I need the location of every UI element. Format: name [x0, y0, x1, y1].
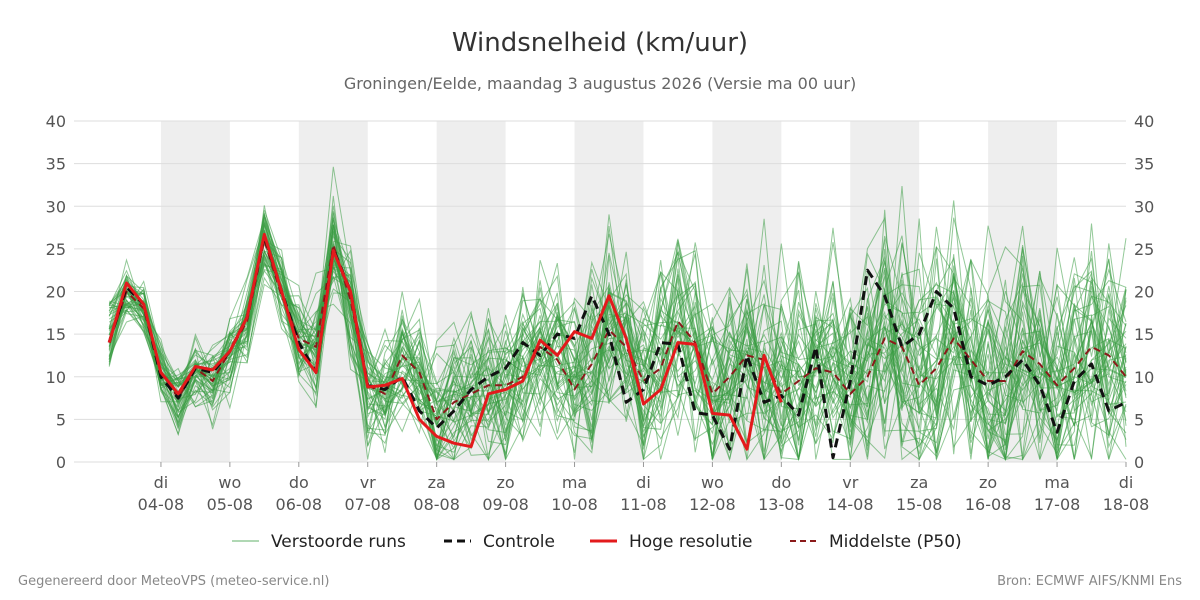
x-tick-date: 15-08	[896, 495, 943, 514]
y-tick-label-right: 25	[1134, 240, 1154, 259]
x-tick-day: wo	[218, 473, 241, 492]
x-tick-date: 09-08	[482, 495, 529, 514]
x-tick-day: di	[1119, 473, 1134, 492]
y-tick-label-right: 35	[1134, 155, 1154, 174]
y-tick-label-left: 5	[56, 410, 66, 429]
x-tick-day: zo	[979, 473, 997, 492]
y-tick-label-left: 35	[46, 155, 66, 174]
main-series	[107, 232, 1127, 460]
x-tick-date: 13-08	[758, 495, 805, 514]
x-tick-date: 06-08	[276, 495, 323, 514]
x-axis: di 04-08 wo 05-08 do 06-08 vr 07-08 za 08-08 zo 09-…	[138, 462, 1150, 514]
x-tick-date: 04-08	[138, 495, 185, 514]
y-tick-label-left: 30	[46, 197, 66, 216]
y-tick-label-left: 40	[46, 112, 66, 131]
x-tick-date: 18-08	[1103, 495, 1150, 514]
hoge-resolutie-line	[107, 232, 783, 451]
x-tick-day: ma	[562, 473, 587, 492]
x-tick-day: za	[428, 473, 446, 492]
x-tick-date: 07-08	[344, 495, 391, 514]
legend-label-p50: Middelste (P50)	[829, 532, 962, 552]
legend-label-ensemble: Verstoorde runs	[271, 532, 406, 552]
y-tick-label-right: 0	[1134, 453, 1144, 472]
x-tick-date: 08-08	[413, 495, 460, 514]
x-tick-day: wo	[701, 473, 724, 492]
y-tick-label-right: 15	[1134, 325, 1154, 344]
controle-line	[107, 234, 1127, 460]
y-axis-left: 0 5 10 15 20 25 30 35 40	[46, 112, 66, 472]
y-tick-label-right: 20	[1134, 283, 1154, 302]
y-tick-label-left: 10	[46, 368, 66, 387]
x-tick-day: ma	[1044, 473, 1069, 492]
x-tick-day: di	[636, 473, 651, 492]
y-tick-label-right: 10	[1134, 368, 1154, 387]
footer-generated-by: Gegenereerd door MeteoVPS (meteo-service…	[18, 574, 329, 589]
x-tick-day: zo	[497, 473, 515, 492]
x-tick-date: 12-08	[689, 495, 736, 514]
ensemble-run-line	[108, 228, 1127, 462]
ensemble-run-line	[109, 166, 1127, 462]
y-tick-label-right: 5	[1134, 410, 1144, 429]
y-tick-label-left: 25	[46, 240, 66, 259]
chart-title: Windsnelheid (km/uur)	[452, 28, 748, 58]
x-tick-day: di	[154, 473, 169, 492]
chart-subtitle: Groningen/Eelde, maandag 3 augustus 2026…	[344, 74, 856, 93]
x-tick-date: 10-08	[551, 495, 598, 514]
x-tick-day: do	[771, 473, 791, 492]
x-tick-date: 11-08	[620, 495, 667, 514]
x-tick-day: vr	[360, 473, 376, 492]
legend-label-controle: Controle	[483, 532, 555, 552]
legend-label-hoge-resolutie: Hoge resolutie	[629, 532, 753, 552]
y-tick-label-right: 30	[1134, 197, 1154, 216]
x-tick-date: 16-08	[965, 495, 1012, 514]
y-axis-right: 0 5 10 15 20 25 30 35 40	[1134, 112, 1154, 472]
y-tick-label-left: 0	[56, 453, 66, 472]
y-tick-label-right: 40	[1134, 112, 1154, 131]
x-tick-date: 05-08	[207, 495, 254, 514]
x-tick-date: 17-08	[1034, 495, 1081, 514]
x-tick-day: za	[910, 473, 928, 492]
x-tick-day: do	[289, 473, 309, 492]
footer-source: Bron: ECMWF AIFS/KNMI Ens	[997, 574, 1182, 589]
y-tick-label-left: 15	[46, 325, 66, 344]
ensemble-run-line	[108, 249, 1127, 461]
y-tick-label-left: 20	[46, 283, 66, 302]
legend: Verstoorde runs Controle Hoge resolutie …	[232, 532, 962, 552]
x-tick-date: 14-08	[827, 495, 874, 514]
x-tick-day: vr	[842, 473, 858, 492]
